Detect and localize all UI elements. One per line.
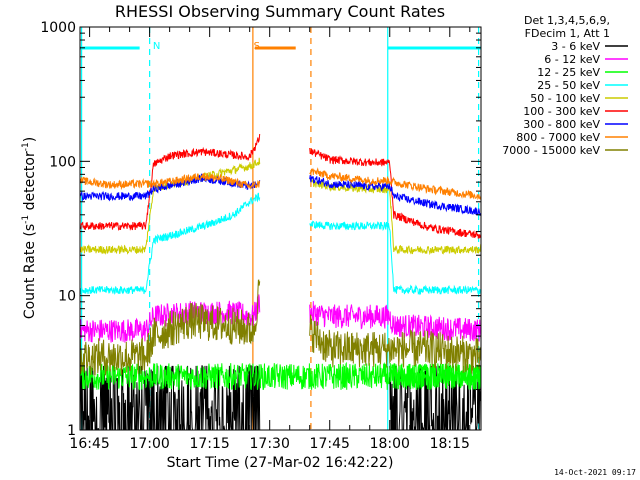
series-line-1-seg-1 bbox=[309, 301, 482, 342]
series-line-3-seg-1 bbox=[309, 220, 482, 296]
x-tick-label: 18:15 bbox=[430, 436, 470, 452]
legend-label: 12 - 25 keV bbox=[537, 66, 600, 79]
legend-label: 300 - 800 keV bbox=[523, 118, 600, 131]
x-tick-label: 17:30 bbox=[250, 436, 290, 452]
y-axis-ticks: 1 10 100 1000 bbox=[40, 20, 481, 439]
chart-title: RHESSI Observing Summary Count Rates bbox=[115, 2, 445, 21]
y-axis-label: Count Rate (s-1 detector-1) bbox=[21, 137, 38, 319]
series-line-8-seg-1 bbox=[309, 314, 482, 374]
legend-header-line: FDecim 1, Att 1 bbox=[525, 27, 610, 40]
legend: Det 1,3,4,5,6,9,FDecim 1, Att 13 - 6 keV… bbox=[502, 14, 628, 157]
y-axis-label-end: ) bbox=[22, 137, 38, 142]
y-axis-label-sup2: -1 bbox=[21, 142, 31, 151]
x-tick-label: 18:00 bbox=[370, 436, 410, 452]
y-axis-label-sup1: -1 bbox=[21, 215, 31, 224]
y-axis-label-mid: detector bbox=[22, 151, 38, 215]
series-line-8-seg-0 bbox=[79, 279, 261, 376]
series-line-3-seg-0 bbox=[79, 192, 261, 295]
legend-label: 800 - 7000 keV bbox=[516, 131, 600, 144]
x-tick-label: 17:00 bbox=[129, 436, 169, 452]
series-line-5-seg-0 bbox=[79, 133, 261, 231]
annotation-n: N bbox=[153, 41, 160, 52]
x-tick-label: 17:15 bbox=[189, 436, 229, 452]
legend-label: 3 - 6 keV bbox=[551, 40, 600, 53]
x-axis-ticks: 16:45 17:00 17:15 17:30 17:45 18:00 18:15 bbox=[69, 27, 471, 452]
series-line-7-seg-0 bbox=[79, 173, 261, 191]
series-line-5-seg-1 bbox=[309, 147, 482, 239]
series-line-7-seg-1 bbox=[309, 167, 482, 201]
y-tick-label: 1 bbox=[67, 423, 76, 439]
legend-label: 100 - 300 keV bbox=[523, 105, 600, 118]
series-line-0-seg-1 bbox=[389, 365, 482, 431]
legend-header-line: Det 1,3,4,5,6,9, bbox=[524, 14, 610, 27]
plot-frame bbox=[79, 26, 482, 431]
x-axis-label: Start Time (27-Mar-02 16:42:22) bbox=[167, 455, 394, 471]
series-line-6-seg-1 bbox=[309, 174, 482, 216]
y-axis-label-text: Count Rate (s bbox=[22, 224, 38, 319]
x-tick-label: 17:45 bbox=[310, 436, 350, 452]
y-tick-label: 10 bbox=[58, 289, 76, 305]
y-tick-label: 100 bbox=[49, 154, 76, 170]
legend-label: 50 - 100 keV bbox=[530, 92, 600, 105]
y-tick-label: 1000 bbox=[40, 20, 76, 36]
legend-label: 7000 - 15000 keV bbox=[502, 144, 600, 157]
x-tick-label: 16:45 bbox=[69, 436, 109, 452]
footer-date: 14-Oct-2021 09:17 bbox=[554, 468, 636, 477]
legend-label: 25 - 50 keV bbox=[537, 79, 600, 92]
series-line-6-seg-0 bbox=[79, 173, 261, 202]
annotation-s: S bbox=[254, 41, 260, 52]
legend-label: 6 - 12 keV bbox=[544, 53, 600, 66]
series-line-2-seg-1 bbox=[389, 363, 482, 390]
series-line-0-seg-0 bbox=[79, 365, 261, 431]
